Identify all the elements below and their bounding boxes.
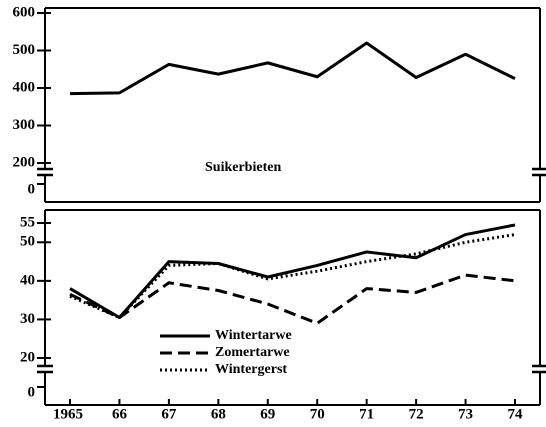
- x-tick-label: 1965: [53, 406, 83, 422]
- axis-break: [37, 364, 53, 374]
- data-line: [69, 233, 516, 319]
- x-tick-label: 68: [211, 406, 226, 422]
- legend-label: Wintertarwe: [215, 328, 292, 343]
- x-tick-label: 69: [260, 406, 275, 422]
- y-tick-label: 40: [20, 272, 35, 288]
- y-tick-label: 50: [20, 234, 35, 250]
- y-tick-label: 600: [13, 4, 36, 20]
- y-tick-label: 20: [20, 349, 35, 365]
- axis-break: [532, 167, 546, 177]
- legend-label: Zomertarwe: [215, 345, 290, 360]
- y-tick-label: 0: [28, 384, 36, 400]
- y-tick-label: 500: [13, 42, 36, 58]
- data-line: [69, 273, 516, 325]
- x-tick-label: 70: [310, 406, 325, 422]
- panel-title: Suikerbieten: [205, 160, 281, 175]
- y-tick-label: 30: [20, 311, 35, 327]
- x-tick-label: 74: [508, 406, 524, 422]
- y-tick-label: 400: [13, 79, 36, 95]
- x-tick-label: 73: [458, 406, 473, 422]
- x-tick-label: 71: [359, 406, 374, 422]
- axis-break: [37, 167, 53, 177]
- y-tick-label: 200: [13, 154, 36, 170]
- data-line: [69, 41, 516, 96]
- axis-break: [532, 364, 546, 374]
- legend-label: Wintergerst: [215, 362, 287, 377]
- y-tick-label: 300: [13, 117, 36, 133]
- x-tick-label: 67: [161, 406, 177, 422]
- x-tick-label: 66: [112, 406, 128, 422]
- x-tick-label: 72: [409, 406, 424, 422]
- y-tick-label: 0: [28, 181, 36, 197]
- y-tick-label: 55: [20, 214, 35, 230]
